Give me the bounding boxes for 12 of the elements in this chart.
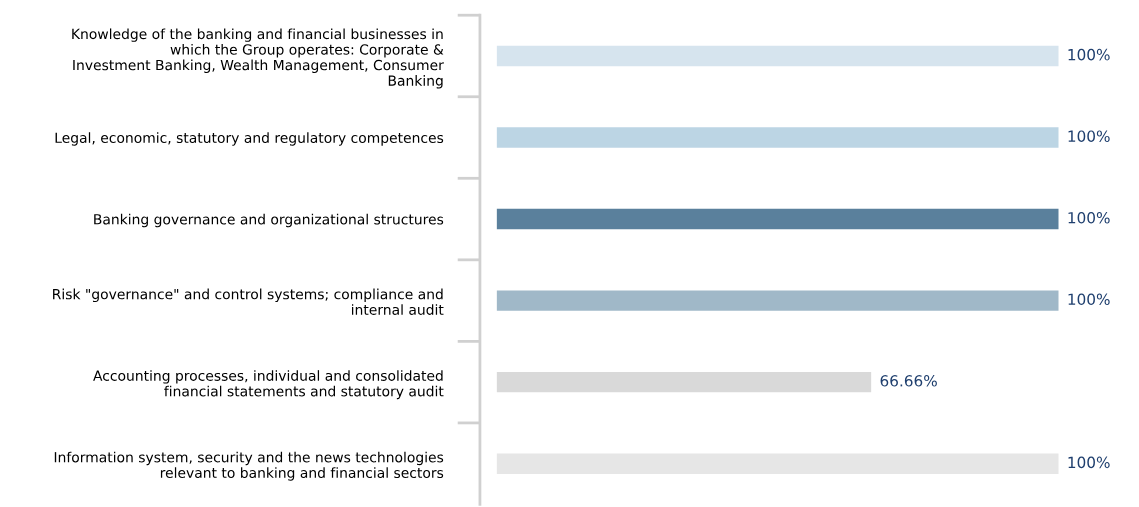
- y-tick-label: Legal, economic, statutory and regulatory competences: [55, 132, 444, 146]
- data-label: 100%: [1068, 130, 1110, 142]
- y-tick-label: Risk "governance" and control systems; compliance and internal audit: [53, 288, 444, 315]
- y-tick-label: Knowledge of the banking and financial businesses in which the Group operates: Corporate & Investment Banking, Wealth Management, Consumer Banking: [72, 28, 444, 89]
- data-label: 100%: [1068, 293, 1110, 306]
- y-tick-label: Banking governance and organizational structures: [94, 213, 444, 228]
- data-label: 100%: [1068, 456, 1110, 469]
- data-label: 100%: [1068, 211, 1110, 224]
- data-label: 100%: [1068, 48, 1110, 61]
- y-tick-label: Information system, security and the news technologies relevant to banking and financial sectors: [54, 451, 444, 481]
- y-tick-label: Accounting processes, individual and consolidated financial statements and statutory audit: [93, 370, 444, 400]
- data-label: 66.66%: [880, 375, 937, 387]
